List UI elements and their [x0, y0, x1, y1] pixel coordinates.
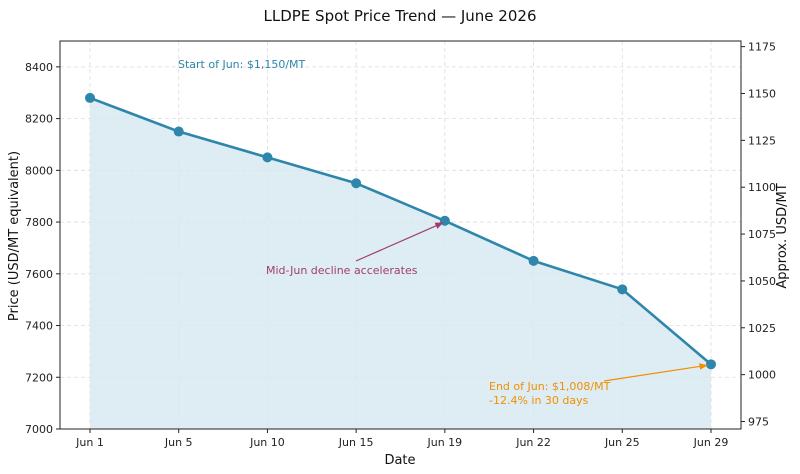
data-point — [528, 255, 539, 266]
y-tick-label: 7600 — [25, 268, 53, 281]
annotation-mid: Mid-Jun decline accelerates — [266, 264, 418, 277]
x-tick-label: Jun 19 — [427, 436, 463, 449]
y-tick-label: 7200 — [25, 371, 53, 384]
y2-tick-label: 1150 — [748, 87, 776, 100]
data-point — [85, 92, 95, 103]
data-point — [173, 126, 184, 137]
annotation-start: Start of Jun: $1,150/MT — [178, 58, 306, 71]
data-point — [617, 284, 628, 295]
plot-area: 7000 7200 7400 7600 7800 8000 8200 8400 975 1000 1… — [25, 40, 776, 449]
x-tick-label: Jun 1 — [75, 436, 104, 449]
data-point — [439, 215, 450, 226]
y2-tick-label: 1025 — [748, 322, 776, 335]
x-tick-label: Jun 29 — [693, 436, 729, 449]
y-tick-label: 7000 — [25, 423, 53, 436]
y-tick-label: 8000 — [25, 164, 53, 177]
y2-tick-label: 1000 — [748, 369, 776, 382]
y-tick-label: 8400 — [25, 61, 53, 74]
annotation-end-line1: End of Jun: $1,008/MT — [489, 380, 611, 393]
y2-tick-label: 975 — [748, 416, 769, 429]
y2-tick-label: 1075 — [748, 228, 776, 241]
annotation-end-line2: -12.4% in 30 days — [489, 394, 589, 407]
series-line — [89, 96, 712, 366]
x-tick-label: Jun 5 — [164, 436, 193, 449]
data-point — [706, 359, 716, 370]
plot-frame — [59, 40, 742, 430]
y-tick-label: 8200 — [25, 113, 53, 126]
x-tick-label: Jun 25 — [604, 436, 640, 449]
x-tick-label: Jun 15 — [338, 436, 374, 449]
area-fill — [90, 97, 711, 429]
y-axis-title: Price (USD/MT equivalent) — [7, 151, 22, 321]
y2-axis-title: Approx. USD/MT — [775, 183, 790, 288]
x-axis-title: Date — [384, 453, 415, 468]
annotation-end-arrow — [603, 363, 708, 382]
data-point — [262, 152, 273, 163]
data-point — [351, 178, 362, 189]
y2-tick-label: 1125 — [748, 134, 776, 147]
x-tick-label: Jun 22 — [515, 436, 551, 449]
y-tick-label: 7400 — [25, 320, 53, 333]
x-tick-label: Jun 10 — [249, 436, 285, 449]
y-tick-label: 7800 — [25, 216, 53, 229]
y2-tick-label: 1100 — [748, 181, 776, 194]
chart-title: LLDPE Spot Price Trend — June 2026 — [264, 7, 537, 25]
y2-tick-label: 1050 — [748, 275, 776, 288]
annotation-mid-arrow — [355, 222, 444, 262]
y2-tick-label: 1175 — [748, 41, 776, 54]
